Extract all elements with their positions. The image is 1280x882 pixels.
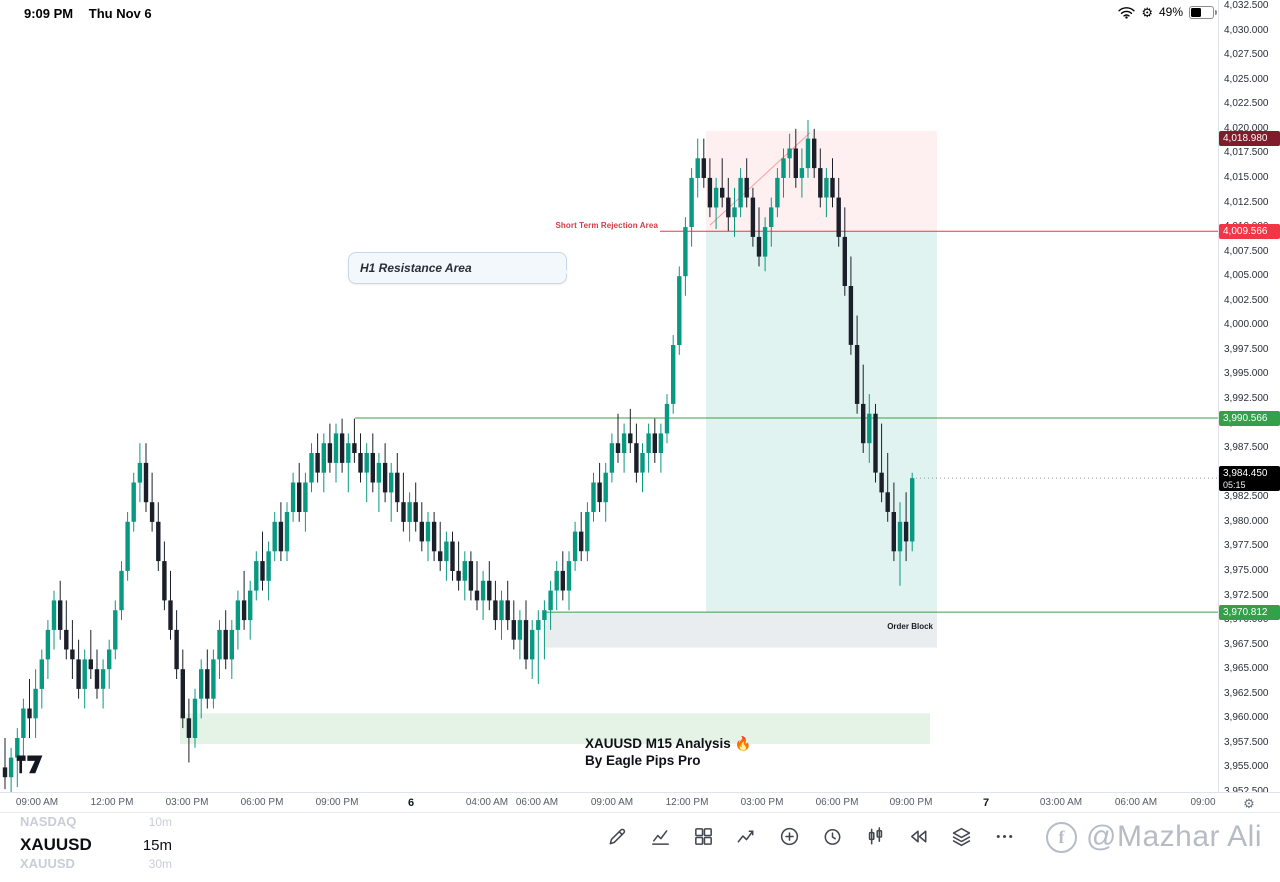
price-axis-label: 3,997.500 bbox=[1224, 343, 1269, 355]
status-clock: 9:09 PM Thu Nov 6 bbox=[24, 6, 152, 21]
price-axis-label: 4,000.000 bbox=[1224, 319, 1269, 331]
battery-icon bbox=[1189, 5, 1217, 19]
price-axis-label: 3,972.500 bbox=[1224, 589, 1269, 601]
price-axis-label: 3,982.500 bbox=[1224, 491, 1269, 503]
price-axis-label: 3,957.500 bbox=[1224, 736, 1269, 748]
price-axis-label: 4,030.000 bbox=[1224, 24, 1269, 36]
toolbar-icons bbox=[606, 816, 1017, 858]
candlestick-chart bbox=[2, 120, 1218, 792]
interval-label[interactable]: 15m bbox=[142, 837, 172, 854]
add-icon[interactable] bbox=[778, 816, 802, 858]
price-axis-label: 4,022.500 bbox=[1224, 98, 1269, 110]
time-axis-label: 03:00 PM bbox=[165, 797, 209, 808]
price-axis-label: 4,020.000 bbox=[1224, 122, 1269, 134]
time-axis-label: 09:00 AM bbox=[590, 797, 634, 808]
price-axis-label: 4,032.500 bbox=[1224, 0, 1269, 11]
rejection-label[interactable]: Short Term Rejection Area bbox=[555, 221, 658, 231]
price-axis-label: 3,955.000 bbox=[1224, 761, 1269, 773]
time-axis-label: 09:00 PM bbox=[315, 797, 359, 808]
social-watermark: f @Mazhar Ali bbox=[1046, 820, 1262, 854]
time-axis-label: 06:00 AM bbox=[515, 797, 559, 808]
price-axis-label: 4,017.500 bbox=[1224, 147, 1269, 159]
price-axis-label: 4,027.500 bbox=[1224, 49, 1269, 61]
status-date: Thu Nov 6 bbox=[88, 6, 152, 21]
chart-type-icon[interactable] bbox=[864, 816, 888, 858]
price-axis-label: 3,960.000 bbox=[1224, 712, 1269, 724]
time-axis-label: 06:00 AM bbox=[1114, 797, 1158, 808]
price-axis-label: 3,987.500 bbox=[1224, 442, 1269, 454]
time-axis-label: 12:00 PM bbox=[90, 797, 134, 808]
time-axis-label: 7 bbox=[982, 797, 990, 809]
time-axis-label: 09:00 PM bbox=[889, 797, 933, 808]
price-tag-rejection: 4,009.566 bbox=[1219, 223, 1280, 239]
order-block-label[interactable]: Order Block bbox=[887, 621, 933, 631]
symbol-row-xauusd-30m[interactable]: XAUUSD 30m bbox=[20, 856, 172, 877]
symbol-label: XAUUSD bbox=[20, 835, 92, 854]
layout-grid-icon[interactable] bbox=[692, 816, 716, 858]
status-time: 9:09 PM bbox=[24, 6, 74, 21]
price-axis-label: 3,975.000 bbox=[1224, 564, 1269, 576]
time-axis-label: 12:00 PM bbox=[665, 797, 709, 808]
price-axis-label: 4,007.500 bbox=[1224, 245, 1269, 257]
price-axis-label: 4,012.500 bbox=[1224, 196, 1269, 208]
price-axis[interactable]: 4,032.500 4,030.000 4,027.500 4,025.000 4,02… bbox=[1218, 0, 1280, 812]
time-axis-label: 06:00 PM bbox=[815, 797, 859, 808]
symbol-label: XAUUSD bbox=[20, 856, 75, 871]
time-axis-label: 6 bbox=[407, 797, 415, 809]
price-axis-label: 3,952.500 bbox=[1224, 786, 1269, 798]
objects-tree-icon[interactable] bbox=[950, 816, 974, 858]
price-tag-mid-support: 3,990.566 bbox=[1219, 410, 1280, 426]
watermark-handle: @Mazhar Ali bbox=[1086, 820, 1263, 853]
analysis-caption-line1: XAUUSD M15 Analysis 🔥 bbox=[585, 736, 752, 751]
battery-percent: 49% bbox=[1158, 5, 1183, 19]
price-axis-label: 4,025.000 bbox=[1224, 73, 1269, 85]
interval-label: 10m bbox=[148, 815, 172, 829]
status-bar: 9:09 PM Thu Nov 6 ⚙ 49% bbox=[0, 0, 1280, 26]
draw-icon[interactable] bbox=[606, 816, 630, 858]
time-axis-label: 09:00 AM bbox=[15, 797, 59, 808]
price-axis-label: 3,965.000 bbox=[1224, 663, 1269, 675]
time-axis-label: 06:00 PM bbox=[240, 797, 284, 808]
alerts-icon[interactable] bbox=[821, 816, 845, 858]
price-axis-label: 3,967.500 bbox=[1224, 638, 1269, 650]
price-axis-label: 4,015.000 bbox=[1224, 171, 1269, 183]
price-axis-label: 4,005.000 bbox=[1224, 270, 1269, 282]
more-icon[interactable] bbox=[993, 816, 1017, 858]
price-axis-label: 4,002.500 bbox=[1224, 294, 1269, 306]
analysis-caption: XAUUSD M15 Analysis 🔥 By Eagle Pips Pro bbox=[585, 735, 751, 769]
price-tag-last-price: 3,984.450 05:15 bbox=[1219, 465, 1280, 491]
callout-text: H1 Resistance Area bbox=[360, 261, 472, 275]
trendline-icon[interactable] bbox=[735, 816, 759, 858]
symbol-switcher: NASDAQ 10m XAUUSD 15m XAUUSD 30m bbox=[20, 814, 172, 877]
wifi-icon bbox=[1118, 6, 1135, 19]
symbol-label: NASDAQ bbox=[20, 814, 77, 829]
time-axis-label: 03:00 PM bbox=[740, 797, 784, 808]
axis-corner: ⚙ bbox=[1218, 792, 1280, 813]
axis-settings-icon[interactable]: ⚙ bbox=[1243, 795, 1255, 811]
time-axis-label: 03:00 AM bbox=[1039, 797, 1083, 808]
time-axis[interactable]: 09:00 AM 12:00 PM 03:00 PM 06:00 PM 09:00 PM… bbox=[0, 792, 1218, 813]
price-tag-box-high: 4,018.980 bbox=[1219, 131, 1280, 147]
price-tag-orderblock: 3,970.812 bbox=[1219, 604, 1280, 620]
chart-canvas[interactable]: H1 Resistance Area Short Term Rejection … bbox=[0, 0, 1218, 792]
gear-icon: ⚙ bbox=[1141, 4, 1153, 20]
symbol-row-nasdaq[interactable]: NASDAQ 10m bbox=[20, 814, 172, 835]
tradingview-logo[interactable] bbox=[14, 752, 46, 780]
price-axis-label: 3,992.500 bbox=[1224, 393, 1269, 404]
time-axis-label: 04:00 AM bbox=[465, 797, 509, 808]
symbol-row-active[interactable]: XAUUSD 15m bbox=[20, 835, 172, 856]
replay-icon[interactable] bbox=[907, 816, 931, 858]
h1-resistance-callout[interactable]: H1 Resistance Area bbox=[348, 252, 569, 284]
indicators-icon[interactable] bbox=[649, 816, 673, 858]
price-axis-label: 3,980.000 bbox=[1224, 515, 1269, 527]
status-icons: ⚙ 49% bbox=[1118, 4, 1217, 20]
interval-label: 30m bbox=[148, 857, 172, 871]
price-axis-label: 3,995.000 bbox=[1224, 368, 1269, 380]
price-axis-label: 3,977.500 bbox=[1224, 540, 1269, 552]
price-axis-label: 3,962.500 bbox=[1224, 687, 1269, 699]
time-axis-label: 09:00 bbox=[1190, 797, 1216, 808]
analysis-caption-line2: By Eagle Pips Pro bbox=[585, 753, 701, 768]
facebook-icon: f bbox=[1046, 821, 1077, 853]
